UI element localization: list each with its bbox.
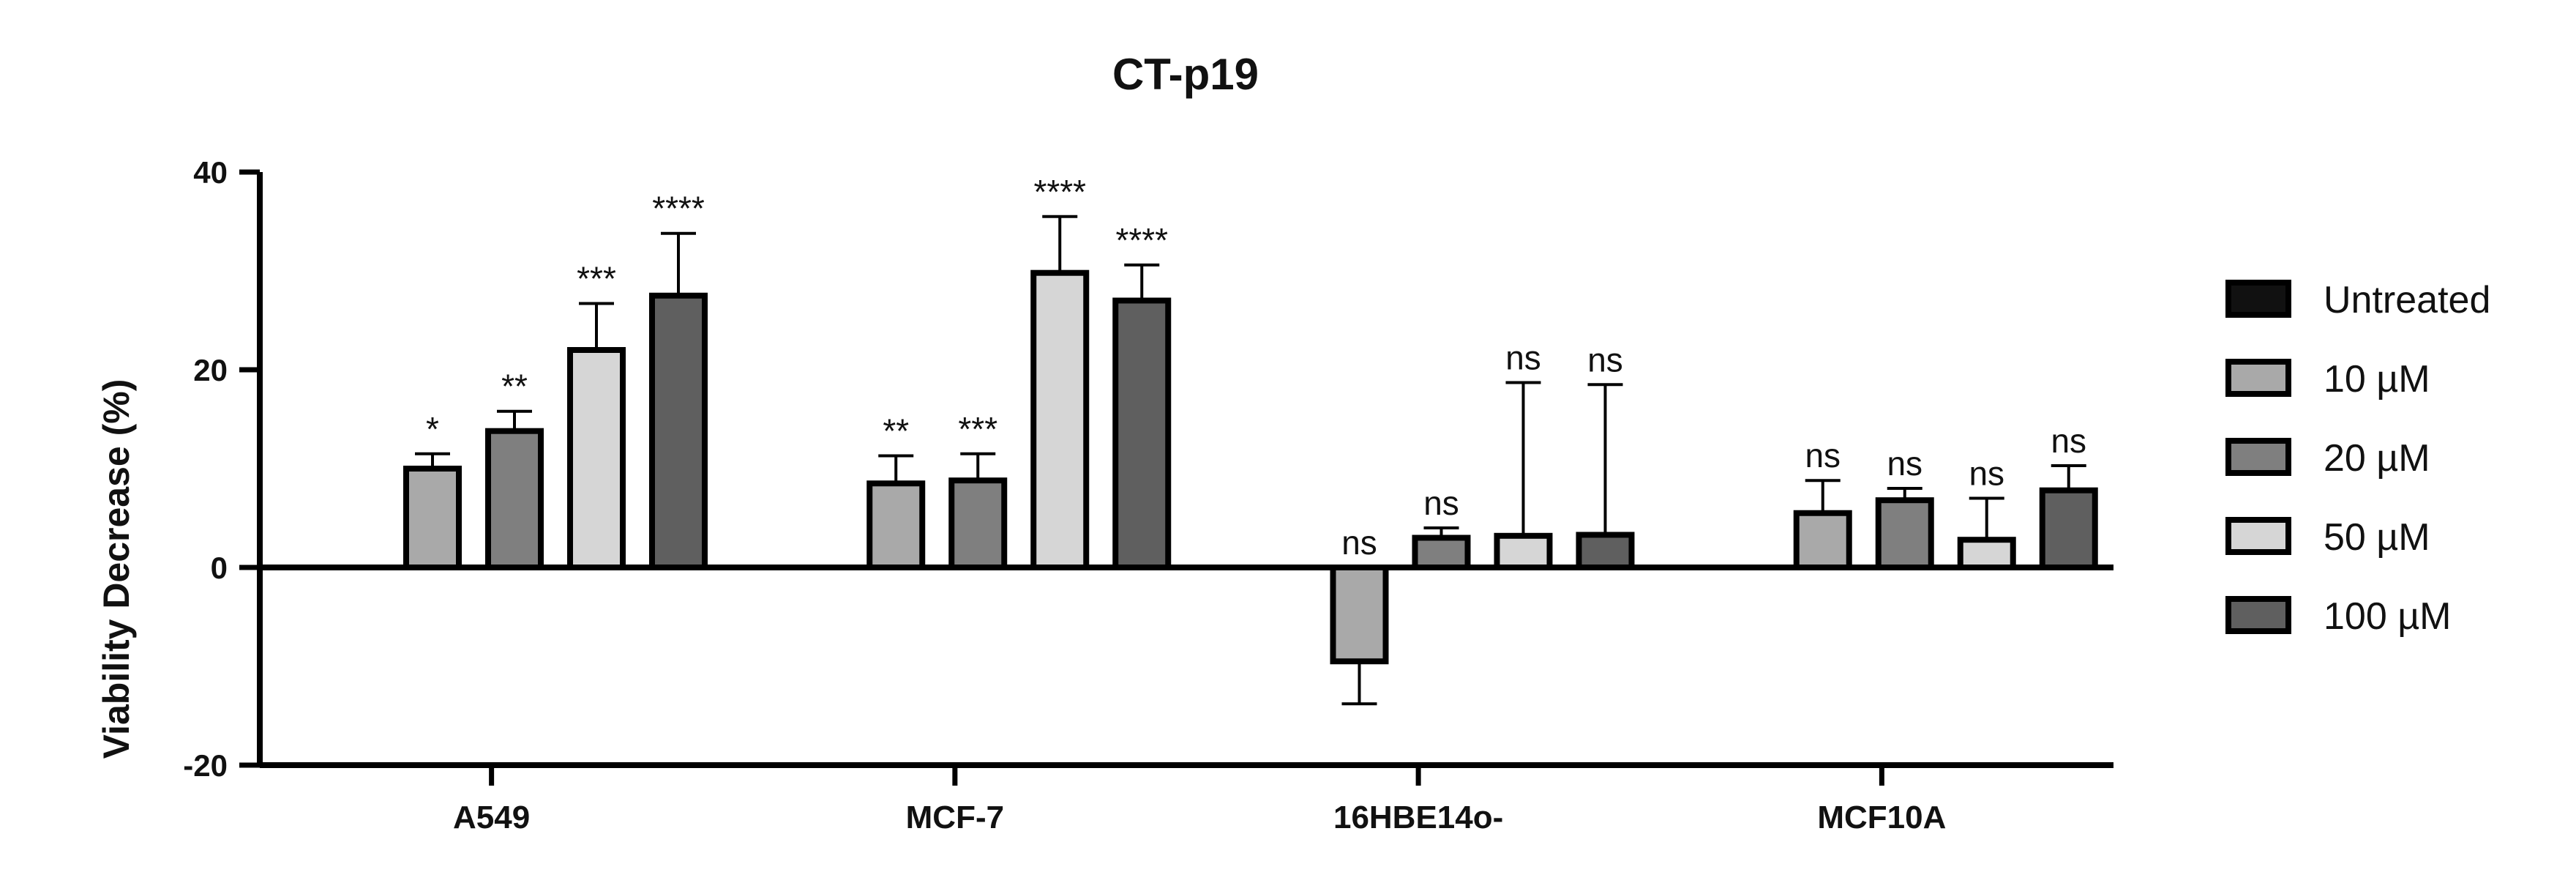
significance-label: ns [1887, 444, 1922, 483]
significance-label: ns [1423, 484, 1459, 522]
y-tick-label: -20 [183, 748, 228, 783]
x-category-label: MCF10A [1817, 800, 1946, 835]
bar [485, 428, 544, 571]
bar [866, 480, 926, 570]
bar [649, 292, 708, 570]
significance-label: **** [652, 190, 705, 228]
bar [1030, 269, 1090, 570]
y-tick-label: 40 [193, 155, 228, 190]
bar [403, 466, 462, 570]
x-category-label: MCF-7 [906, 800, 1004, 835]
significance-label: *** [958, 410, 997, 448]
bar [2039, 487, 2098, 571]
legend-label: 20 µM [2324, 437, 2430, 480]
bar [1112, 297, 1172, 570]
significance-label: * [426, 410, 439, 448]
significance-label: ** [501, 368, 528, 406]
significance-label: **** [1115, 221, 1168, 259]
bar [1957, 537, 2016, 571]
significance-label: ns [1969, 455, 2004, 493]
bar [567, 347, 626, 570]
significance-label: ns [2051, 422, 2086, 460]
chart-title: CT-p19 [1112, 50, 1259, 99]
significance-label: ns [1805, 436, 1841, 474]
legend: Untreated 10 µM 20 µM 50 µM 100 µM [2225, 279, 2490, 638]
x-category-label: 16HBE14o- [1333, 800, 1503, 835]
bar [1875, 497, 1934, 571]
bar [1793, 510, 1852, 570]
significance-label: ** [883, 411, 909, 450]
bar [1576, 532, 1635, 571]
bar [1330, 565, 1389, 665]
significance-label: *** [577, 260, 616, 298]
bar [1494, 532, 1553, 570]
significance-label: ns [1587, 340, 1623, 379]
legend-label: 100 µM [2324, 595, 2451, 638]
significance-label: ns [1505, 339, 1541, 377]
legend-swatch [2225, 517, 2291, 555]
y-axis-title: Viability Decrease (%) [96, 379, 137, 759]
legend-label: Untreated [2324, 279, 2490, 321]
legend-swatch [2225, 438, 2291, 476]
significance-label: ns [1341, 524, 1377, 562]
legend-swatch [2225, 596, 2291, 634]
legend-label: 10 µM [2324, 358, 2430, 401]
x-category-label: A549 [453, 800, 530, 835]
y-tick-label: 20 [193, 353, 228, 387]
y-tick-label: 0 [211, 551, 228, 585]
legend-label: 50 µM [2324, 516, 2430, 559]
legend-swatch [2225, 359, 2291, 397]
bar [948, 477, 1008, 571]
bar [1412, 534, 1471, 570]
legend-swatch [2225, 280, 2291, 318]
significance-label: **** [1033, 173, 1086, 211]
